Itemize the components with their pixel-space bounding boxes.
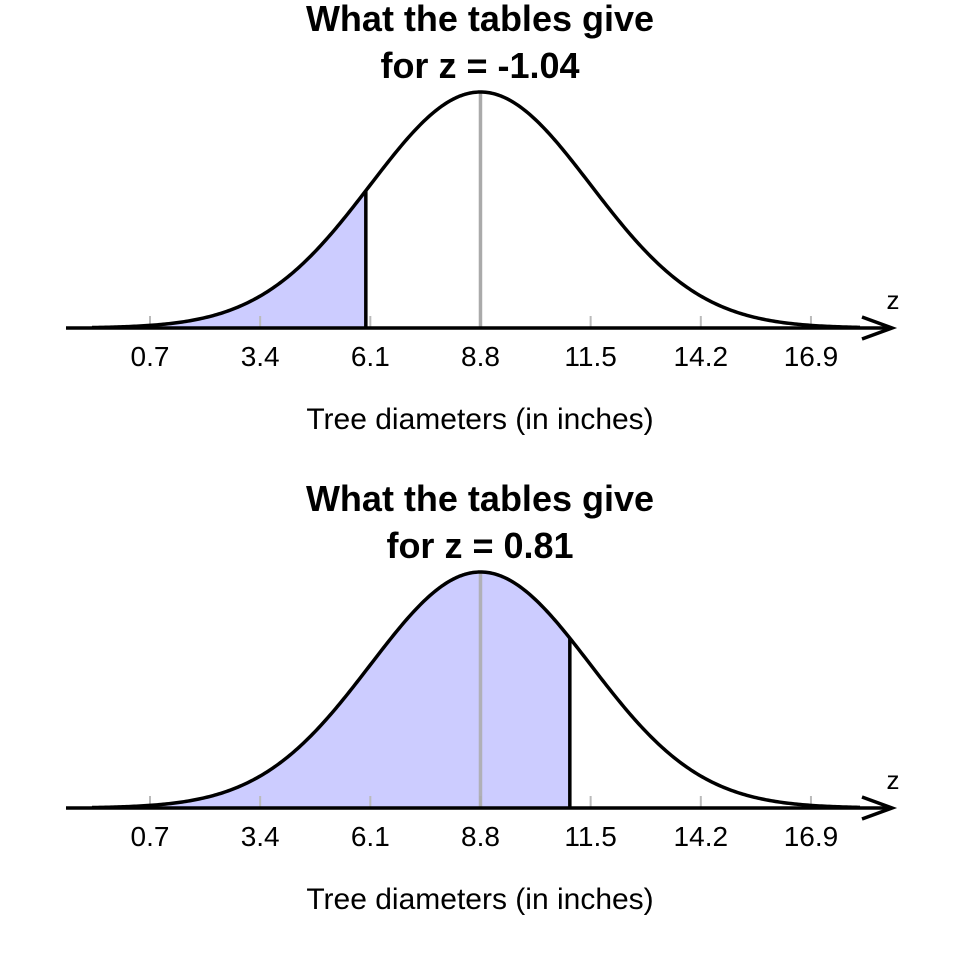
x-tick-label: 0.7	[131, 821, 170, 852]
chart-panel-2: What the tables give for z = 0.81 z 0.7 3.…	[0, 480, 960, 960]
x-tick-label: 0.7	[131, 341, 170, 372]
x-tick-label: 6.1	[351, 341, 390, 372]
x-tick-label: 16.9	[784, 821, 839, 852]
shaded-area	[121, 190, 366, 328]
normal-curve	[91, 90, 861, 330]
x-tick-label: 3.4	[241, 341, 280, 372]
normal-curve-plot: z 0.7 3.4 6.1 8.8 11.5 14.2 16.9	[66, 570, 900, 852]
normal-curve	[91, 570, 861, 810]
x-tick-label: 3.4	[241, 821, 280, 852]
chart-title-line-1: What the tables give	[305, 478, 655, 519]
x-tick-label: 11.5	[564, 341, 616, 372]
axis-arrow-head	[861, 315, 898, 341]
x-tick-label: 6.1	[351, 821, 390, 852]
x-tick-label: 8.8	[461, 341, 500, 372]
x-tick-label: 14.2	[674, 341, 729, 372]
axis-z-label: z	[887, 765, 900, 795]
chart-panel-1: What the tables give for z = -1.04 z 0.7 3…	[66, 0, 900, 436]
x-tick-label: 11.5	[564, 821, 616, 852]
normal-curve-plot: z 0.7 3.4 6.1 8.8 11.5 14.2 16.9	[66, 90, 900, 372]
x-tick-label: 16.9	[784, 341, 839, 372]
shaded-area	[121, 572, 570, 808]
x-tick-label: 14.2	[674, 821, 729, 852]
axis-arrow-head	[861, 795, 898, 821]
x-axis-label: Tree diameters (in inches)	[306, 883, 654, 916]
chart-title-line-2: for z = -1.04	[380, 45, 580, 86]
chart-title-line-1: What the tables give	[305, 0, 655, 39]
axis-z-label: z	[887, 285, 900, 315]
x-axis-label: Tree diameters (in inches)	[306, 403, 654, 436]
x-tick-label: 8.8	[461, 821, 500, 852]
chart-title-line-2: for z = 0.81	[386, 525, 574, 566]
